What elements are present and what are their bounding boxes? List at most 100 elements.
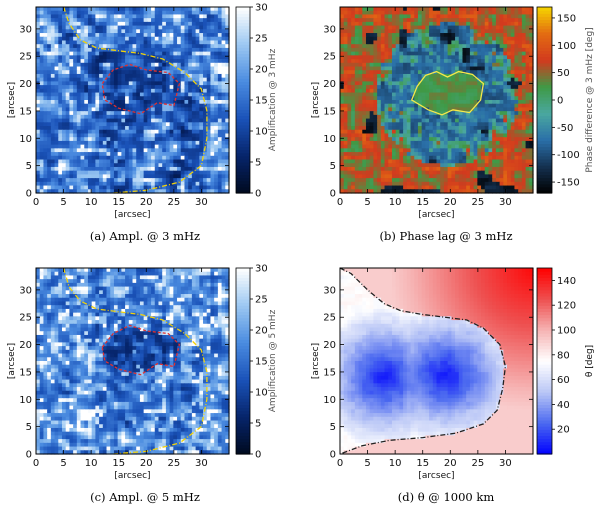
heatmap-cell [147,126,152,131]
heatmap-cell [347,152,352,157]
heatmap-cell [180,25,186,30]
heatmap-cell [388,103,393,109]
heatmap-cell [39,111,45,116]
heatmap-cell [406,7,412,12]
heatmap-cell [354,55,360,60]
heatmap-cell [217,100,223,105]
heatmap-cell [443,118,449,123]
heatmap-cell [125,70,130,75]
heatmap-cell [162,40,167,45]
heatmap-cell [50,140,56,146]
heatmap-cell [117,40,122,45]
heatmap-cell [65,159,70,164]
heatmap-cell [477,144,482,149]
heatmap-cell [521,73,527,79]
colorbar-segment [236,121,250,126]
heatmap-cell [529,100,534,105]
heatmap-cell [492,85,497,90]
heatmap-cell [203,10,208,16]
heatmap-cell [80,51,85,56]
heatmap-cell [447,137,452,142]
heatmap-cell [162,178,167,183]
heatmap-cell [73,88,78,94]
heatmap-cell [217,140,223,146]
heatmap-cell [36,33,41,38]
heatmap-cell [458,62,464,68]
heatmap-cell [121,170,126,175]
heatmap-cell [99,100,104,105]
heatmap-cell [136,122,141,127]
heatmap-cell [154,111,160,116]
heatmap-cell [529,107,534,112]
heatmap-cell [354,18,360,23]
colorbar-segment [236,59,250,64]
heatmap-cell [76,73,82,79]
heatmap-cell [106,66,111,71]
heatmap-cell [443,155,449,161]
heatmap-cell [136,92,141,97]
heatmap-cell [199,159,204,164]
heatmap-cell [399,148,404,153]
heatmap-cell [69,10,74,16]
heatmap-cell [203,114,208,120]
heatmap-cell [484,70,490,75]
heatmap-cell [395,100,400,105]
heatmap-cell [458,14,464,19]
heatmap-cell [443,122,449,127]
heatmap-cell [358,111,363,116]
heatmap-cell [354,59,360,64]
heatmap-cell [210,111,215,116]
heatmap-cell [484,107,490,112]
heatmap-cell [417,114,423,120]
heatmap-cell [158,85,163,90]
heatmap-cell [199,81,204,86]
heatmap-cell [503,118,508,123]
heatmap-cell [195,88,200,94]
heatmap-cell [365,51,371,56]
heatmap-cell [421,77,426,82]
heatmap-cell [410,111,415,116]
heatmap-cell [488,88,493,94]
heatmap-cell [503,70,508,75]
heatmap-cell [154,163,160,168]
heatmap-cell [47,81,52,86]
heatmap-cell [521,21,527,27]
heatmap-cell [469,55,475,60]
heatmap-cell [432,88,438,94]
heatmap-cell [106,174,111,179]
heatmap-cell [447,144,452,149]
heatmap-cell [384,92,389,97]
heatmap-cell [54,44,59,49]
heatmap-cell [43,21,48,27]
heatmap-cell [217,129,223,135]
heatmap-cell [39,59,45,64]
heatmap-cell [495,114,501,120]
heatmap-cell [180,137,186,142]
heatmap-cell [158,100,163,105]
heatmap-cell [121,88,126,94]
heatmap-cell [380,85,386,90]
heatmap-cell [195,81,200,86]
heatmap-cell [54,59,59,64]
heatmap-cell [469,92,475,97]
heatmap-cell [440,122,445,127]
heatmap-cell [447,118,452,123]
heatmap-cell [417,14,423,19]
heatmap-cell [417,118,423,123]
heatmap-cell [69,126,74,131]
heatmap-cell [514,81,519,86]
heatmap-cell [91,33,96,38]
heatmap-cell [369,163,374,168]
heatmap-cell [455,159,460,164]
heatmap-cell [50,73,56,79]
heatmap-cell [521,44,527,49]
heatmap-cell [39,70,45,75]
x-tick-label: 20 [140,197,153,208]
heatmap-cell [158,178,163,183]
heatmap-cell [95,122,100,127]
heatmap-cell [432,140,438,146]
heatmap-cell [510,81,516,86]
heatmap-cell [58,70,63,75]
heatmap-cell [50,107,56,112]
heatmap-cell [99,47,104,53]
